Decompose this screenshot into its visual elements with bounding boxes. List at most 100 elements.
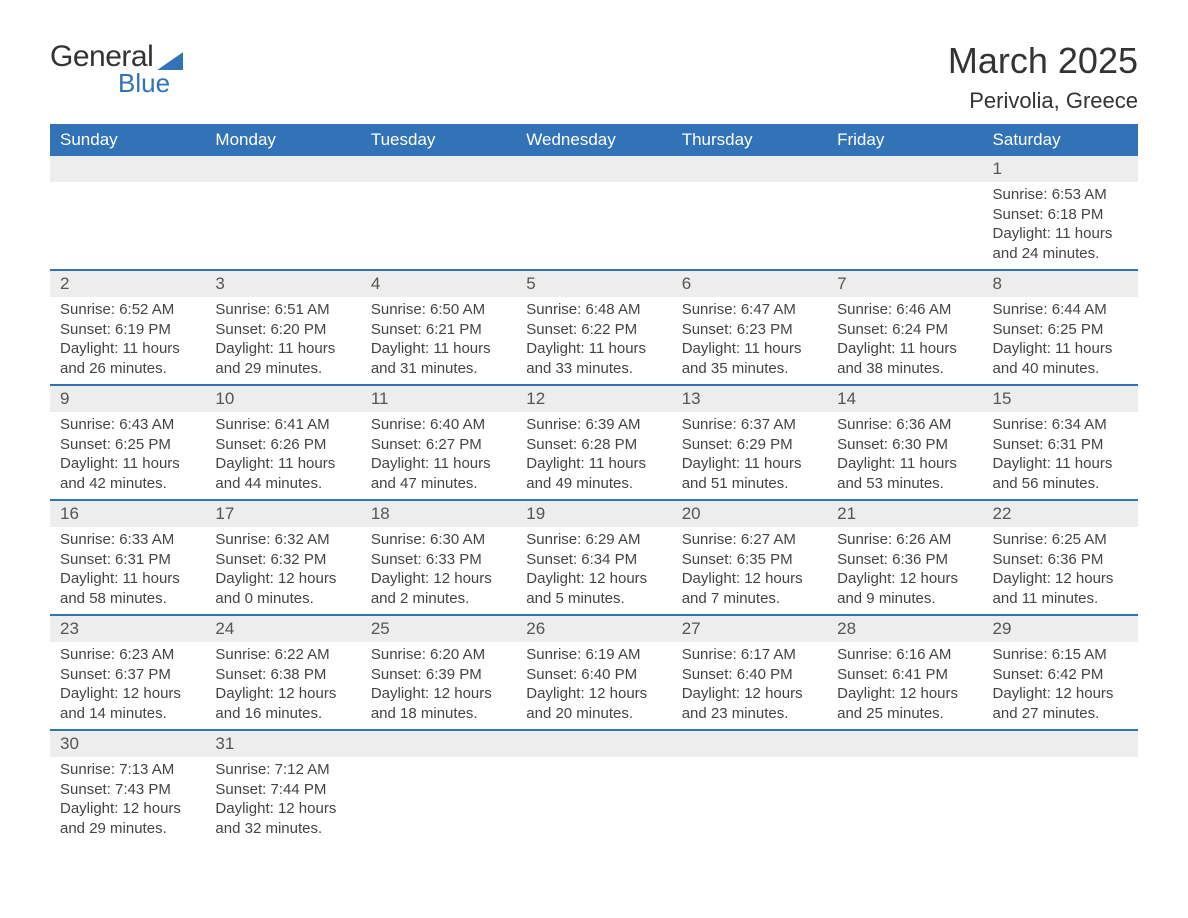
calendar-day-cell: 16Sunrise: 6:33 AMSunset: 6:31 PMDayligh… [50,500,205,615]
calendar-day-cell [361,730,516,844]
day-details: Sunrise: 6:26 AMSunset: 6:36 PMDaylight:… [827,527,982,614]
day-number: 16 [50,501,205,527]
day-details: Sunrise: 6:19 AMSunset: 6:40 PMDaylight:… [516,642,671,729]
logo: General Blue [50,40,183,99]
day-number: 18 [361,501,516,527]
calendar-week-row: 16Sunrise: 6:33 AMSunset: 6:31 PMDayligh… [50,500,1138,615]
day-number: 29 [983,616,1138,642]
day-details: Sunrise: 6:25 AMSunset: 6:36 PMDaylight:… [983,527,1138,614]
calendar-day-cell: 23Sunrise: 6:23 AMSunset: 6:37 PMDayligh… [50,615,205,730]
day-details: Sunrise: 6:41 AMSunset: 6:26 PMDaylight:… [205,412,360,499]
calendar-day-cell [516,730,671,844]
calendar-day-cell: 13Sunrise: 6:37 AMSunset: 6:29 PMDayligh… [672,385,827,500]
weekday-header: Thursday [672,124,827,156]
calendar-day-cell: 18Sunrise: 6:30 AMSunset: 6:33 PMDayligh… [361,500,516,615]
day-number: 13 [672,386,827,412]
calendar-day-cell [827,156,982,270]
calendar-week-row: 1Sunrise: 6:53 AMSunset: 6:18 PMDaylight… [50,156,1138,270]
day-number: 5 [516,271,671,297]
calendar-week-row: 30Sunrise: 7:13 AMSunset: 7:43 PMDayligh… [50,730,1138,844]
day-number: 14 [827,386,982,412]
day-number: 15 [983,386,1138,412]
calendar-day-cell: 24Sunrise: 6:22 AMSunset: 6:38 PMDayligh… [205,615,360,730]
calendar-day-cell: 28Sunrise: 6:16 AMSunset: 6:41 PMDayligh… [827,615,982,730]
calendar-day-cell [205,156,360,270]
day-details: Sunrise: 6:16 AMSunset: 6:41 PMDaylight:… [827,642,982,729]
day-number: 22 [983,501,1138,527]
day-details: Sunrise: 6:36 AMSunset: 6:30 PMDaylight:… [827,412,982,499]
calendar-day-cell: 2Sunrise: 6:52 AMSunset: 6:19 PMDaylight… [50,270,205,385]
calendar-day-cell: 30Sunrise: 7:13 AMSunset: 7:43 PMDayligh… [50,730,205,844]
calendar-day-cell [672,730,827,844]
day-number: 23 [50,616,205,642]
calendar-day-cell: 7Sunrise: 6:46 AMSunset: 6:24 PMDaylight… [827,270,982,385]
day-number: 11 [361,386,516,412]
day-number: 28 [827,616,982,642]
day-number: 10 [205,386,360,412]
calendar-day-cell: 5Sunrise: 6:48 AMSunset: 6:22 PMDaylight… [516,270,671,385]
day-details: Sunrise: 6:50 AMSunset: 6:21 PMDaylight:… [361,297,516,384]
day-number: 26 [516,616,671,642]
calendar-day-cell: 3Sunrise: 6:51 AMSunset: 6:20 PMDaylight… [205,270,360,385]
weekday-header-row: Sunday Monday Tuesday Wednesday Thursday… [50,124,1138,156]
day-number: 21 [827,501,982,527]
calendar-day-cell: 26Sunrise: 6:19 AMSunset: 6:40 PMDayligh… [516,615,671,730]
day-details: Sunrise: 6:39 AMSunset: 6:28 PMDaylight:… [516,412,671,499]
day-number: 12 [516,386,671,412]
weekday-header: Saturday [983,124,1138,156]
calendar-day-cell: 15Sunrise: 6:34 AMSunset: 6:31 PMDayligh… [983,385,1138,500]
calendar-day-cell: 22Sunrise: 6:25 AMSunset: 6:36 PMDayligh… [983,500,1138,615]
day-details: Sunrise: 6:23 AMSunset: 6:37 PMDaylight:… [50,642,205,729]
day-details: Sunrise: 6:48 AMSunset: 6:22 PMDaylight:… [516,297,671,384]
location: Perivolia, Greece [948,88,1138,114]
day-details: Sunrise: 6:44 AMSunset: 6:25 PMDaylight:… [983,297,1138,384]
calendar-day-cell: 19Sunrise: 6:29 AMSunset: 6:34 PMDayligh… [516,500,671,615]
day-number: 25 [361,616,516,642]
calendar-day-cell [983,730,1138,844]
day-number: 24 [205,616,360,642]
day-details: Sunrise: 6:52 AMSunset: 6:19 PMDaylight:… [50,297,205,384]
calendar-day-cell: 1Sunrise: 6:53 AMSunset: 6:18 PMDaylight… [983,156,1138,270]
calendar-day-cell: 9Sunrise: 6:43 AMSunset: 6:25 PMDaylight… [50,385,205,500]
day-number: 8 [983,271,1138,297]
day-number: 20 [672,501,827,527]
day-details: Sunrise: 6:17 AMSunset: 6:40 PMDaylight:… [672,642,827,729]
day-number: 2 [50,271,205,297]
day-details: Sunrise: 6:22 AMSunset: 6:38 PMDaylight:… [205,642,360,729]
calendar-day-cell: 21Sunrise: 6:26 AMSunset: 6:36 PMDayligh… [827,500,982,615]
weekday-header: Wednesday [516,124,671,156]
calendar-week-row: 2Sunrise: 6:52 AMSunset: 6:19 PMDaylight… [50,270,1138,385]
day-details: Sunrise: 6:32 AMSunset: 6:32 PMDaylight:… [205,527,360,614]
day-details: Sunrise: 6:40 AMSunset: 6:27 PMDaylight:… [361,412,516,499]
day-number: 6 [672,271,827,297]
calendar-day-cell [361,156,516,270]
calendar-day-cell: 12Sunrise: 6:39 AMSunset: 6:28 PMDayligh… [516,385,671,500]
day-number: 17 [205,501,360,527]
day-number: 27 [672,616,827,642]
day-details: Sunrise: 6:51 AMSunset: 6:20 PMDaylight:… [205,297,360,384]
day-details: Sunrise: 7:13 AMSunset: 7:43 PMDaylight:… [50,757,205,844]
day-details: Sunrise: 6:29 AMSunset: 6:34 PMDaylight:… [516,527,671,614]
day-number: 9 [50,386,205,412]
day-details: Sunrise: 6:46 AMSunset: 6:24 PMDaylight:… [827,297,982,384]
calendar-day-cell: 17Sunrise: 6:32 AMSunset: 6:32 PMDayligh… [205,500,360,615]
day-number: 4 [361,271,516,297]
day-details: Sunrise: 6:20 AMSunset: 6:39 PMDaylight:… [361,642,516,729]
calendar-day-cell: 8Sunrise: 6:44 AMSunset: 6:25 PMDaylight… [983,270,1138,385]
day-number: 30 [50,731,205,757]
calendar-day-cell [672,156,827,270]
day-details: Sunrise: 6:34 AMSunset: 6:31 PMDaylight:… [983,412,1138,499]
calendar-day-cell: 14Sunrise: 6:36 AMSunset: 6:30 PMDayligh… [827,385,982,500]
calendar-day-cell: 29Sunrise: 6:15 AMSunset: 6:42 PMDayligh… [983,615,1138,730]
weekday-header: Sunday [50,124,205,156]
calendar-week-row: 9Sunrise: 6:43 AMSunset: 6:25 PMDaylight… [50,385,1138,500]
day-details: Sunrise: 6:27 AMSunset: 6:35 PMDaylight:… [672,527,827,614]
day-number: 3 [205,271,360,297]
calendar-week-row: 23Sunrise: 6:23 AMSunset: 6:37 PMDayligh… [50,615,1138,730]
logo-word-2: Blue [118,68,183,99]
day-number: 7 [827,271,982,297]
month-title: March 2025 [948,40,1138,82]
day-details: Sunrise: 6:33 AMSunset: 6:31 PMDaylight:… [50,527,205,614]
weekday-header: Tuesday [361,124,516,156]
calendar-day-cell: 10Sunrise: 6:41 AMSunset: 6:26 PMDayligh… [205,385,360,500]
